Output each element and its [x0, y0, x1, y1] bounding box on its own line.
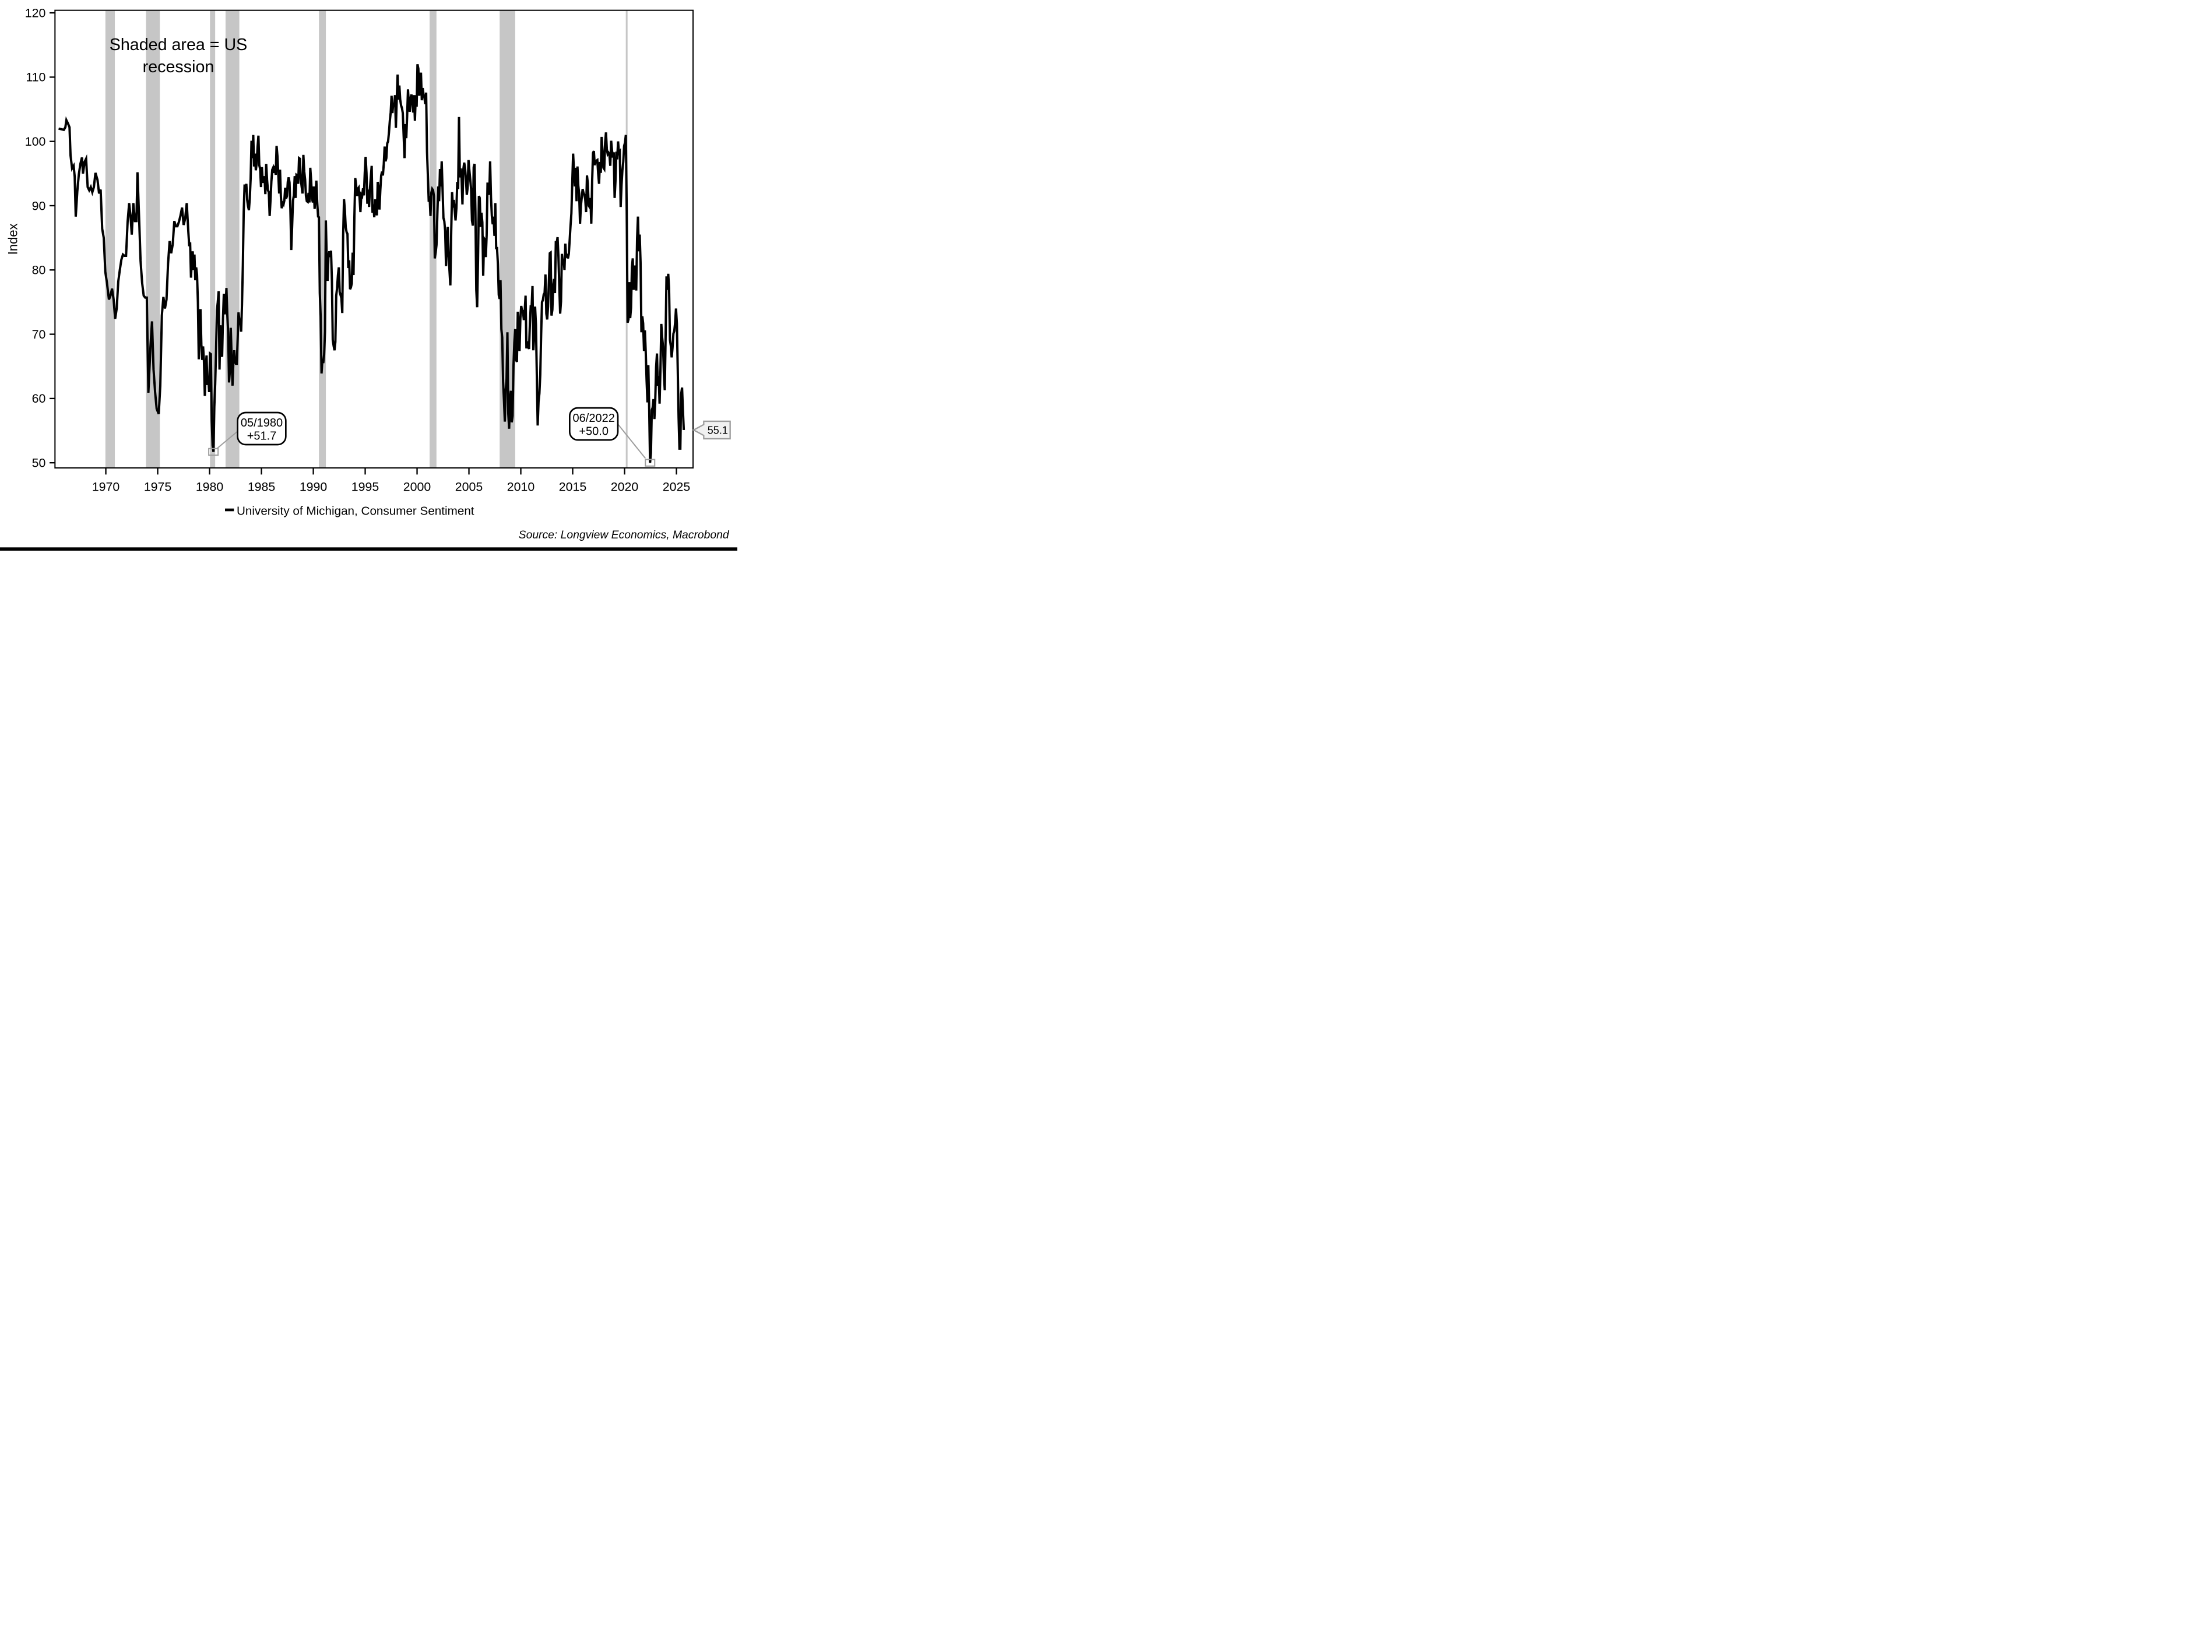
recession-band — [105, 10, 115, 467]
recession-note-line1: Shaded area = US — [110, 36, 248, 54]
x-tick-label: 1975 — [144, 480, 171, 494]
y-tick-label: 80 — [32, 263, 46, 277]
y-tick-label: 50 — [32, 456, 46, 470]
callout-2022: 06/2022 +50.0 — [569, 407, 619, 441]
legend: University of Michigan, Consumer Sentime… — [225, 504, 474, 517]
recession-band — [319, 10, 326, 467]
callout-leader-2022 — [617, 424, 646, 459]
recession-band — [430, 10, 437, 467]
x-tick-label: 2020 — [611, 480, 639, 494]
recession-band — [146, 10, 160, 467]
y-tick-label: 100 — [25, 135, 46, 149]
x-tick-label: 1995 — [351, 480, 379, 494]
chart-page: Shaded area = US recession 50 60 70 80 90 100… — [0, 0, 737, 551]
callout-1980-value: +51.7 — [247, 430, 277, 443]
y-tick-label: 90 — [32, 199, 46, 213]
x-tick-label: 2005 — [455, 480, 483, 494]
source-text: Source: Longview Economics, Macrobond — [519, 529, 730, 541]
last-value-flag: 55.1 — [692, 420, 731, 440]
callout-2022-box — [569, 407, 619, 441]
callout-1980: 05/1980 +51.7 — [237, 411, 287, 446]
x-tick-label: 2000 — [403, 480, 431, 494]
y-tick-label: 110 — [26, 71, 45, 84]
recession-bands — [105, 10, 628, 467]
callout-2022-value: +50.0 — [579, 425, 609, 438]
consumer-sentiment-chart: Shaded area = US recession 50 60 70 80 90 100… — [0, 0, 737, 551]
legend-label: University of Michigan, Consumer Sentime… — [237, 504, 474, 517]
y-tick-label: 60 — [32, 392, 46, 406]
series-group — [58, 64, 685, 463]
y-axis-title: Index — [5, 223, 20, 255]
recession-band — [225, 10, 240, 467]
recession-note-line2: recession — [143, 58, 214, 76]
low-point-marker-1980 — [208, 448, 219, 456]
y-tick-label: 120 — [25, 6, 46, 20]
x-tick-label: 2010 — [507, 480, 535, 494]
x-tick-label: 2025 — [663, 480, 690, 494]
callout-leader-1980 — [217, 429, 240, 449]
last-value-flag-shape — [692, 420, 731, 440]
sentiment-line — [58, 64, 685, 463]
low-point-marker-2022 — [645, 459, 656, 467]
page-background — [0, 0, 737, 551]
y-tick-label: 70 — [32, 327, 46, 341]
bottom-bar — [0, 547, 737, 551]
x-tick-label: 2015 — [559, 480, 586, 494]
callout-2022-date: 06/2022 — [573, 412, 615, 425]
recession-band — [210, 10, 216, 467]
x-tick-label: 1980 — [196, 480, 224, 494]
x-axis-ticks: 1970 1975 1980 1985 1990 1995 2000 2005 2010 2015… — [92, 468, 690, 494]
x-tick-label: 1985 — [248, 480, 275, 494]
plot-border — [54, 9, 694, 469]
callout-1980-box — [237, 411, 287, 446]
x-tick-label: 1990 — [300, 480, 328, 494]
y-axis-ticks: 50 60 70 80 90 100 110 120 — [25, 6, 55, 470]
callout-1980-date: 05/1980 — [241, 417, 283, 429]
x-tick-label: 1970 — [92, 480, 120, 494]
legend-line-swatch — [225, 508, 234, 512]
last-value-label: 55.1 — [708, 424, 728, 436]
